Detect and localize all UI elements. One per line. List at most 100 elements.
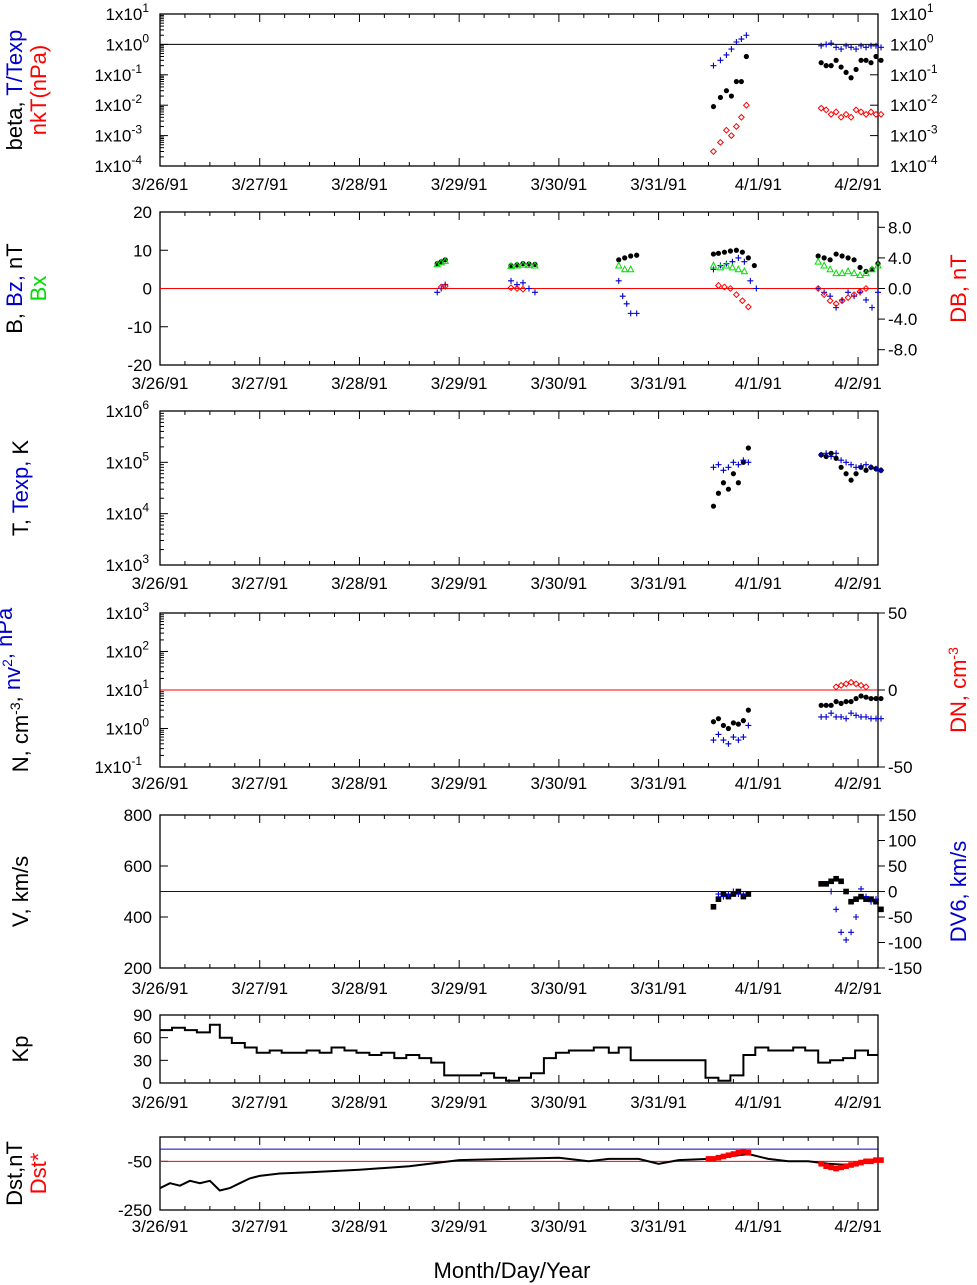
data-point bbox=[710, 503, 717, 509]
data-point bbox=[873, 695, 879, 702]
data-point bbox=[814, 257, 823, 265]
data-point bbox=[738, 78, 744, 85]
data-point bbox=[730, 734, 737, 741]
data-point bbox=[877, 110, 885, 118]
data-point bbox=[828, 888, 835, 895]
data-point bbox=[726, 284, 734, 293]
data-point bbox=[823, 702, 829, 708]
data-point bbox=[727, 132, 735, 140]
data-point bbox=[832, 108, 840, 116]
x-tick-label: 4/2/91 bbox=[834, 374, 881, 393]
data-point bbox=[817, 104, 825, 112]
data-point bbox=[863, 57, 869, 63]
data-point bbox=[833, 44, 840, 51]
data-point bbox=[863, 296, 870, 303]
data-point bbox=[842, 680, 850, 688]
x-tick-label: 3/31/91 bbox=[630, 574, 687, 593]
x-tick-label: 3/29/91 bbox=[431, 979, 488, 998]
panel-frame bbox=[159, 1014, 879, 1084]
y-tick-label: -250 bbox=[118, 1201, 152, 1220]
data-point bbox=[833, 1165, 839, 1172]
data-point bbox=[720, 737, 727, 744]
y-tick-label: 1x100 bbox=[105, 31, 149, 54]
x-tick-label: 4/2/91 bbox=[834, 1093, 881, 1112]
y-tick-label: 60 bbox=[133, 1029, 152, 1048]
data-point bbox=[853, 464, 860, 471]
y-tick-label: 1x101 bbox=[105, 1, 149, 24]
y-right-tick-label: 1x10-2 bbox=[890, 92, 938, 115]
y-tick-label: 1x104 bbox=[105, 501, 149, 524]
x-tick-label: 4/1/91 bbox=[735, 979, 782, 998]
data-point bbox=[751, 262, 757, 269]
x-axis-title: Month/Day/Year bbox=[434, 1258, 591, 1283]
data-point bbox=[828, 63, 834, 69]
data-point bbox=[626, 265, 635, 273]
data-point bbox=[818, 60, 824, 66]
data-point bbox=[863, 461, 870, 468]
data-point bbox=[720, 480, 727, 486]
data-point bbox=[838, 713, 845, 720]
data-point bbox=[442, 281, 449, 288]
y-tick-label: 20 bbox=[133, 203, 152, 222]
x-tick-label: 3/29/91 bbox=[431, 1217, 488, 1236]
y-right-tick-label: -50 bbox=[888, 758, 913, 777]
data-point bbox=[744, 303, 752, 311]
data-point bbox=[822, 106, 830, 114]
data-point bbox=[620, 265, 629, 273]
data-point bbox=[848, 477, 854, 483]
y-tick-label: 1x101 bbox=[105, 677, 149, 700]
data-point bbox=[818, 1160, 824, 1167]
data-point bbox=[740, 457, 747, 464]
x-tick-label: 4/1/91 bbox=[735, 774, 782, 793]
data-point bbox=[838, 64, 844, 70]
y-right-tick-label: 150 bbox=[888, 806, 916, 825]
data-point bbox=[818, 42, 825, 49]
y-tick-label: 30 bbox=[133, 1051, 152, 1070]
data-point bbox=[823, 41, 830, 48]
y-tick-label: 0 bbox=[143, 1074, 152, 1093]
x-tick-label: 3/29/91 bbox=[431, 374, 488, 393]
y-right-axis-title: DN, cm-3 bbox=[945, 647, 971, 733]
y-right-axis-title: DV6, km/s bbox=[946, 841, 971, 942]
data-point bbox=[838, 1164, 844, 1171]
data-point bbox=[715, 490, 722, 496]
data-point bbox=[814, 284, 822, 293]
data-point bbox=[531, 289, 538, 296]
y-tick-label: 1x103 bbox=[105, 552, 149, 575]
data-point bbox=[743, 32, 750, 39]
data-point bbox=[441, 256, 450, 264]
data-point bbox=[851, 257, 857, 263]
data-point bbox=[848, 44, 855, 51]
y-right-tick-label: 0 bbox=[888, 883, 897, 902]
data-point bbox=[848, 898, 854, 905]
series-2 bbox=[710, 32, 884, 69]
data-point bbox=[869, 304, 876, 311]
y-axis-title: Bx bbox=[26, 276, 51, 302]
y-axis-title: Dst,nT bbox=[2, 1141, 27, 1206]
data-point bbox=[745, 255, 751, 261]
data-point bbox=[873, 42, 880, 49]
data-point bbox=[740, 734, 747, 741]
y-right-axis-title: DB, nT bbox=[946, 254, 971, 322]
data-point bbox=[710, 62, 717, 69]
data-point bbox=[833, 455, 839, 461]
series-2 bbox=[434, 254, 881, 317]
data-point bbox=[828, 450, 834, 456]
series-2 bbox=[710, 450, 884, 474]
data-point bbox=[843, 1163, 849, 1169]
data-point bbox=[873, 896, 880, 903]
y-tick-label: 90 bbox=[133, 1006, 152, 1025]
data-point bbox=[745, 459, 752, 466]
data-point bbox=[728, 263, 737, 271]
x-tick-label: 3/31/91 bbox=[630, 774, 687, 793]
data-point bbox=[735, 737, 742, 744]
data-point bbox=[833, 251, 839, 257]
y-tick-label: 0 bbox=[143, 280, 152, 299]
data-point bbox=[823, 453, 829, 460]
data-point bbox=[877, 467, 884, 474]
data-point bbox=[823, 1163, 829, 1169]
data-point bbox=[623, 300, 630, 307]
data-point bbox=[735, 1150, 742, 1156]
data-point bbox=[877, 715, 884, 722]
panel-frame bbox=[159, 1136, 879, 1211]
